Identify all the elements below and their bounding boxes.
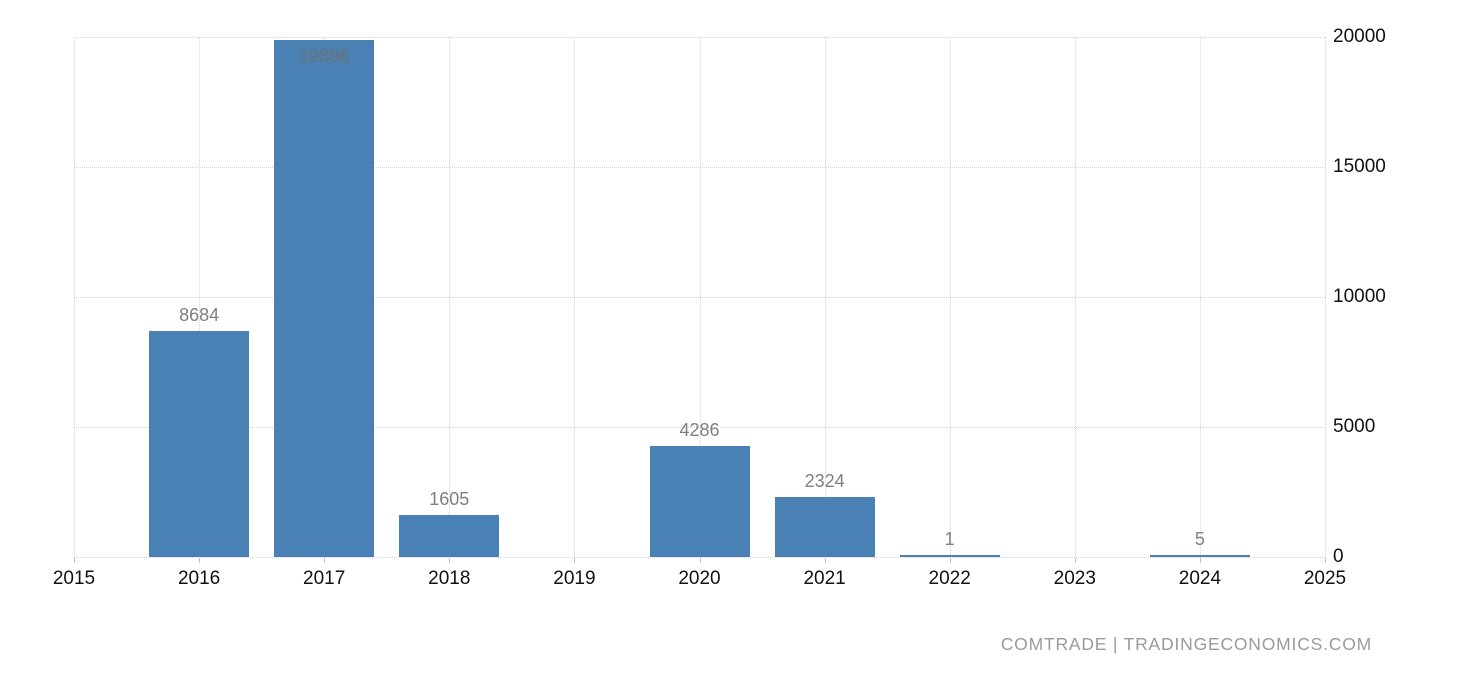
- bar-2021[interactable]: [774, 496, 875, 557]
- x-axis-tick-2016: [199, 558, 201, 563]
- x-axis-label-2022: 2022: [928, 568, 971, 589]
- x-axis-label-2015: 2015: [52, 568, 96, 589]
- bar-2024[interactable]: [1149, 555, 1250, 557]
- y-axis-label-20000: 20000: [1333, 26, 1386, 47]
- y-axis-label-15000: 15000: [1333, 156, 1386, 177]
- bar-2016[interactable]: [149, 331, 250, 557]
- bar-value-label-2024: 5: [1194, 529, 1205, 549]
- x-axis-tick-2015: [74, 558, 75, 563]
- gridline-vertical-2025: [1325, 37, 1326, 557]
- x-axis-label-2024: 2024: [1178, 568, 1222, 589]
- y-axis-label-5000: 5000: [1333, 416, 1376, 437]
- gridline-vertical-2016: [199, 37, 201, 557]
- gridline-vertical-2023: [1074, 37, 1076, 557]
- bar-value-label-2016: 8684: [179, 305, 220, 326]
- x-axis-label-2018: 2018: [428, 568, 471, 589]
- gridline-vertical-2021: [824, 37, 826, 557]
- gridline-vertical-2018: [449, 37, 451, 557]
- x-axis-tick-2022: [949, 558, 951, 563]
- plot-area: 8684 19896 1605 4286 2324 1 5: [74, 37, 1326, 558]
- y-axis-label-10000: 10000: [1333, 286, 1386, 307]
- gridline-vertical-2015: [74, 37, 75, 557]
- x-axis-tick-2021: [824, 558, 826, 563]
- x-axis-tick-2017: [324, 558, 326, 563]
- x-axis-tick-2023: [1074, 558, 1076, 563]
- bar-value-label-2021: 2324: [804, 470, 845, 491]
- bar-value-label-2020: 4286: [679, 419, 720, 440]
- bar-value-label-2018: 1605: [429, 489, 470, 510]
- bar-2022[interactable]: [899, 555, 1000, 557]
- y-axis-label-0: 0: [1333, 546, 1344, 567]
- bar-value-label-2022: 1: [944, 529, 955, 549]
- x-axis-label-2017: 2017: [303, 568, 346, 589]
- gridline-vertical-2022: [949, 37, 951, 557]
- x-axis-label-2023: 2023: [1053, 568, 1096, 589]
- x-axis-tick-2018: [449, 558, 451, 563]
- x-axis-label-2025: 2025: [1303, 568, 1347, 589]
- x-axis-tick-2020: [699, 558, 701, 563]
- gridline-vertical-2019: [574, 37, 576, 557]
- x-axis-label-2019: 2019: [553, 568, 596, 589]
- x-axis-tick-2024: [1199, 558, 1201, 563]
- watermark: COMTRADE | TRADINGECONOMICS.COM: [1000, 634, 1372, 654]
- gridline-vertical-2024: [1199, 37, 1201, 557]
- gridline-horizontal-0: [74, 557, 1325, 558]
- x-axis-label-2021: 2021: [803, 568, 846, 589]
- bar-2017[interactable]: [274, 39, 375, 557]
- x-axis-tick-2019: [574, 558, 576, 563]
- bar-2018[interactable]: [399, 515, 500, 557]
- bar-value-label-2017: 19896: [299, 45, 350, 66]
- bar-2020[interactable]: [649, 445, 750, 557]
- x-axis-tick-2025: [1325, 558, 1326, 563]
- gridline-vertical-2020: [699, 37, 701, 557]
- x-axis-label-2020: 2020: [678, 568, 721, 589]
- x-axis-label-2016: 2016: [177, 568, 221, 589]
